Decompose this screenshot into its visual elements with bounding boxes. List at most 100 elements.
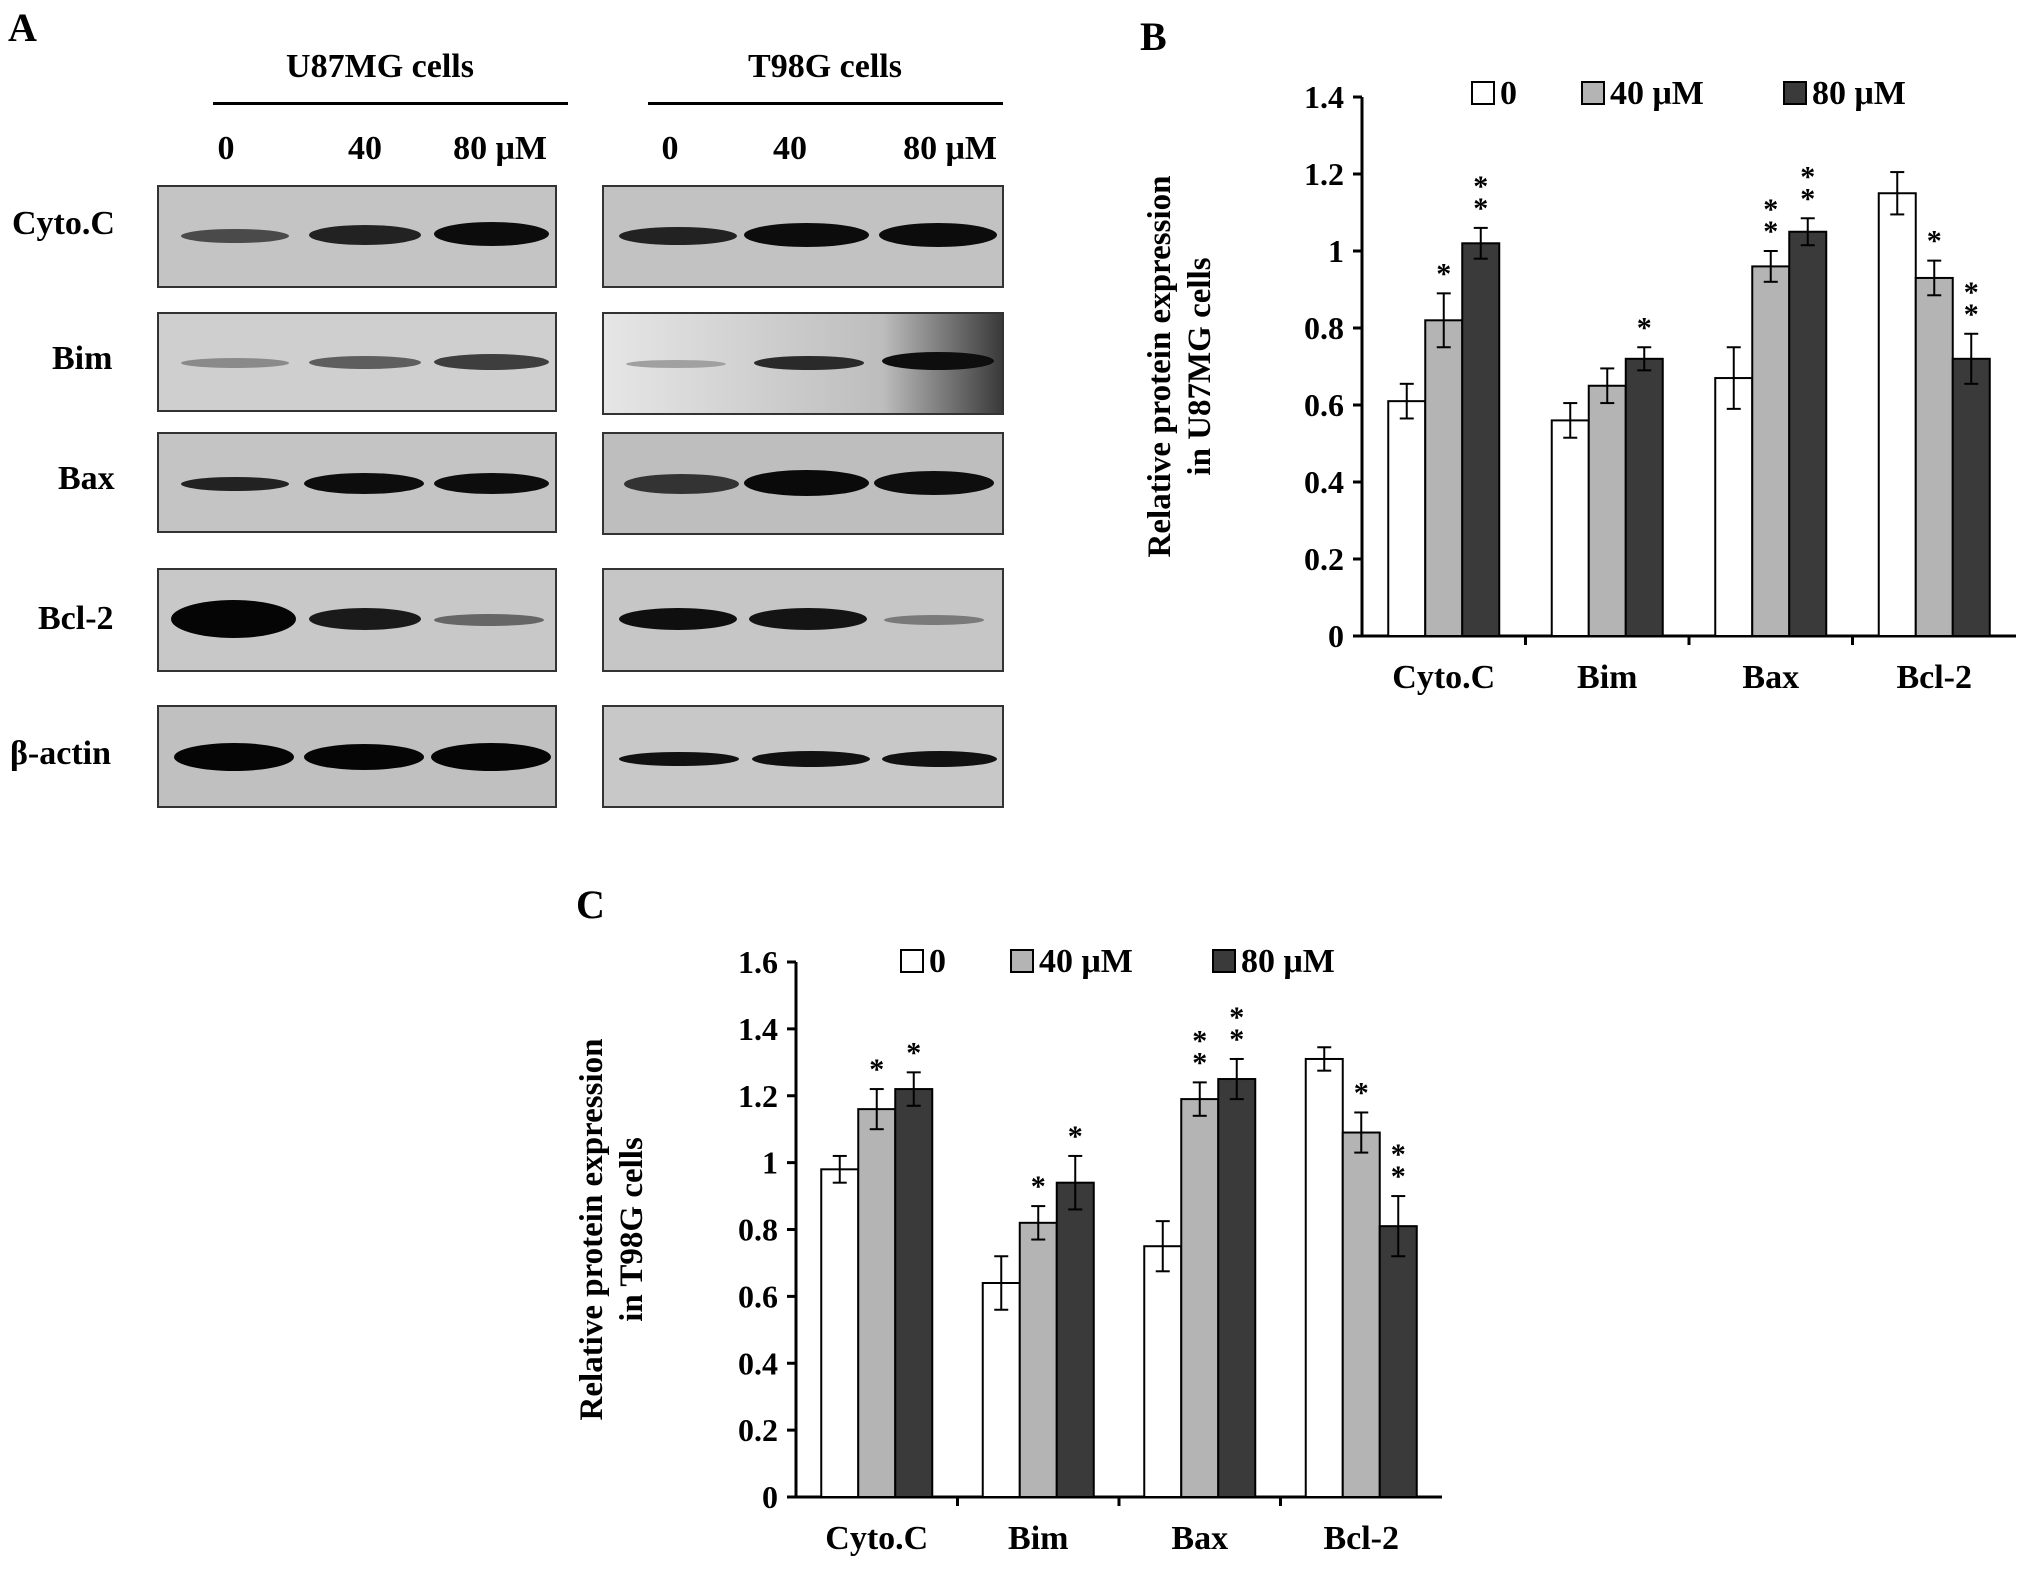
blot-u87mg-bactin xyxy=(157,705,557,808)
y-tick-label: 0.4 xyxy=(1304,464,1344,500)
panel-a-letter: A xyxy=(8,5,37,50)
bar xyxy=(894,1088,934,1498)
y-tick-label: 1.2 xyxy=(1304,156,1344,192)
y-tick-label: 0.4 xyxy=(738,1345,778,1381)
bar xyxy=(1304,1057,1344,1498)
panel-letter: C xyxy=(576,882,605,927)
blot-t98g-bactin xyxy=(602,705,1004,808)
significance-marker: * xyxy=(1763,193,1778,226)
bar xyxy=(1914,276,1954,637)
significance-marker: * xyxy=(1637,311,1652,344)
significance-marker: * xyxy=(1391,1138,1406,1171)
legend-swatch xyxy=(1010,949,1034,973)
bar xyxy=(1378,1225,1418,1498)
lane-label: 0 xyxy=(661,130,679,167)
bar xyxy=(1387,400,1427,637)
bar xyxy=(1461,242,1501,638)
lane-label: 80 μM xyxy=(903,130,997,167)
significance-marker: * xyxy=(1436,257,1451,290)
significance-marker: * xyxy=(1800,182,1815,215)
significance-marker: * xyxy=(1192,1024,1207,1057)
y-tick-label: 1.4 xyxy=(738,1011,778,1047)
significance-marker: * xyxy=(906,1036,921,1069)
y-tick-label: 1.2 xyxy=(738,1078,778,1114)
significance-marker: * xyxy=(1068,1120,1083,1153)
legend-swatch xyxy=(900,949,924,973)
significance-marker: * xyxy=(1473,192,1488,225)
y-axis-label: in T98G cells xyxy=(614,1137,650,1322)
legend-swatch xyxy=(1471,81,1495,105)
bar xyxy=(857,1108,897,1498)
significance-marker: * xyxy=(1800,160,1815,193)
y-tick-label: 1 xyxy=(762,1145,778,1181)
legend-label: 0 xyxy=(1500,75,1517,112)
bar xyxy=(1788,230,1828,637)
chart-panel-b: B 0 0.2 0.4 0.6 0.8 1 1.2 1.4 Relative protein ex… xyxy=(1140,14,2016,696)
significance-marker: * xyxy=(1964,298,1979,331)
bar xyxy=(1624,357,1664,637)
group-underline-t98g xyxy=(648,102,1003,105)
blot-t98g-bcl2 xyxy=(602,568,1004,672)
y-tick-label: 0.2 xyxy=(738,1412,778,1448)
y-tick-label: 0.6 xyxy=(1304,387,1344,423)
bar xyxy=(1951,357,1991,637)
y-axis-label: Relative protein expression xyxy=(1142,176,1178,558)
legend-label: 40 μM xyxy=(1610,75,1704,112)
bar xyxy=(1180,1098,1220,1498)
y-tick-label: 0.8 xyxy=(1304,310,1344,346)
row-label-bax: Bax xyxy=(58,460,115,497)
lane-label: 0 xyxy=(217,130,235,167)
bar xyxy=(1217,1078,1257,1498)
significance-marker: * xyxy=(1927,225,1942,258)
panel-letter: B xyxy=(1140,14,1167,59)
bar xyxy=(1143,1245,1183,1498)
row-label-bcl2: Bcl-2 xyxy=(38,600,114,637)
row-label-bactin: β-actin xyxy=(10,735,112,772)
bar xyxy=(1018,1221,1058,1498)
significance-marker: * xyxy=(869,1053,884,1086)
significance-marker: * xyxy=(1763,215,1778,248)
x-tick-label: Bcl-2 xyxy=(1323,1520,1399,1557)
chart-panel-c: C 0 0.2 0.4 0.6 0.8 1 1.2 1.4 1.6 Relative protein… xyxy=(574,882,1442,1557)
y-tick-label: 0.8 xyxy=(738,1212,778,1248)
bar xyxy=(1550,419,1590,637)
y-tick-label: 1 xyxy=(1328,233,1344,269)
significance-marker: * xyxy=(1031,1170,1046,1203)
significance-marker: * xyxy=(1473,170,1488,203)
group-title-t98g: T98G cells xyxy=(748,48,902,85)
group-underline-u87mg xyxy=(213,102,568,105)
x-tick-label: Bax xyxy=(1742,659,1799,696)
bar xyxy=(820,1168,860,1498)
blot-t98g-cytoc xyxy=(602,185,1004,288)
lane-label: 80 μM xyxy=(453,130,547,167)
y-tick-label: 1.6 xyxy=(738,944,778,980)
blot-t98g-bax xyxy=(602,432,1004,535)
x-tick-label: Bcl-2 xyxy=(1896,659,1972,696)
significance-marker: * xyxy=(1354,1076,1369,1109)
legend-label: 0 xyxy=(929,943,946,980)
significance-marker: * xyxy=(1229,1023,1244,1056)
blot-u87mg-bax xyxy=(157,432,557,533)
significance-marker: * xyxy=(1391,1160,1406,1193)
y-tick-label: 1.4 xyxy=(1304,79,1344,115)
bar xyxy=(1877,192,1917,637)
legend-swatch xyxy=(1581,81,1605,105)
bar xyxy=(1714,377,1754,637)
y-tick-label: 0.6 xyxy=(738,1278,778,1314)
legend-label: 40 μM xyxy=(1039,943,1133,980)
group-title-u87mg: U87MG cells xyxy=(286,48,474,85)
x-tick-label: Bax xyxy=(1171,1520,1228,1557)
x-tick-label: Cyto.C xyxy=(825,1520,928,1557)
legend-label: 80 μM xyxy=(1812,75,1906,112)
y-tick-label: 0 xyxy=(1328,618,1344,654)
significance-marker: * xyxy=(1192,1046,1207,1079)
blot-t98g-bim xyxy=(602,312,1004,415)
significance-marker: * xyxy=(1229,1001,1244,1034)
row-label-cytoc: Cyto.C xyxy=(12,205,115,242)
blot-u87mg-bim xyxy=(157,312,557,412)
x-tick-label: Cyto.C xyxy=(1392,659,1495,696)
legend-swatch xyxy=(1783,81,1807,105)
bar xyxy=(1751,265,1791,637)
bar xyxy=(1341,1131,1381,1498)
legend-label: 80 μM xyxy=(1241,943,1335,980)
